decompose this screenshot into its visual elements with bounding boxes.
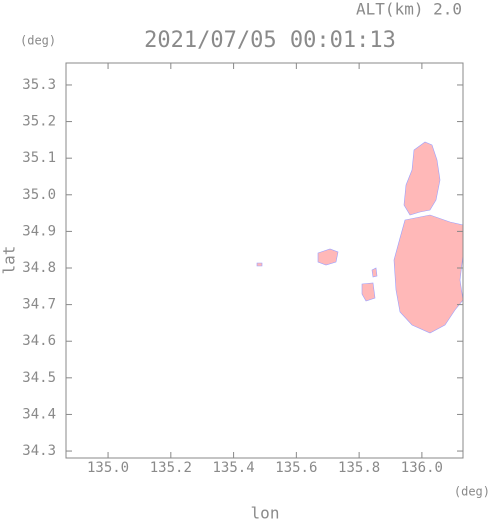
- y-tick-label: 34.3: [22, 443, 56, 459]
- chart-title: 2021/07/05 00:01:13: [144, 28, 396, 53]
- echo: [361, 282, 376, 302]
- y-tick-label: 34.6: [22, 333, 56, 349]
- echo: [256, 262, 263, 267]
- radar-echoes: [256, 141, 464, 334]
- y-tick-label: 34.8: [22, 260, 56, 276]
- x-tick-label: 135.0: [87, 460, 129, 476]
- y-axis-label: lat: [0, 246, 19, 275]
- x-unit: (deg): [454, 485, 490, 499]
- x-axis-label: lon: [251, 504, 280, 521]
- y-tick-label: 35.0: [22, 187, 56, 203]
- x-tick-label: 135.6: [275, 460, 317, 476]
- echo: [393, 214, 464, 334]
- y-tick-label: 34.4: [22, 406, 56, 422]
- x-tick-label: 135.4: [213, 460, 255, 476]
- echo: [317, 248, 339, 266]
- x-tick-label: 135.8: [338, 460, 380, 476]
- annotation: ALT(km) 2.0: [356, 0, 462, 19]
- y-tick-label: 34.7: [22, 297, 56, 313]
- y-tick-label: 34.9: [22, 223, 56, 239]
- y-tick-label: 35.2: [22, 114, 56, 130]
- y-tick-label: 35.3: [22, 77, 56, 93]
- echo: [403, 141, 441, 216]
- echo: [371, 267, 378, 278]
- y-unit: (deg): [20, 34, 56, 48]
- y-tick-label: 34.5: [22, 370, 56, 386]
- y-tick-label: 35.1: [22, 150, 56, 166]
- plot-frame: [65, 62, 464, 459]
- x-tick-label: 136.0: [401, 460, 443, 476]
- x-tick-label: 135.2: [150, 460, 192, 476]
